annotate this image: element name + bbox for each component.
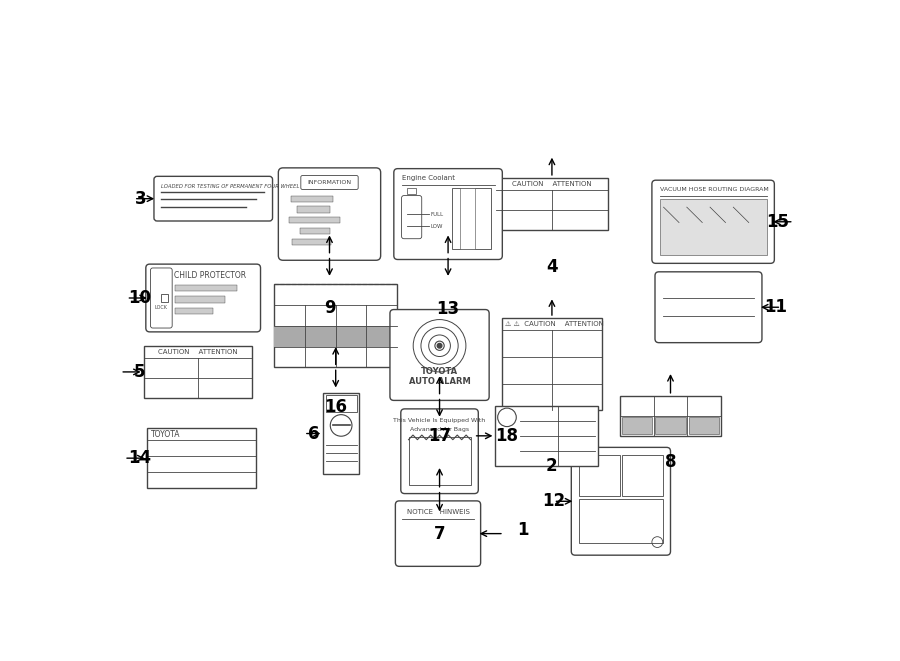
FancyBboxPatch shape [390, 309, 490, 401]
FancyBboxPatch shape [572, 447, 670, 555]
Bar [274, 284, 397, 368]
Text: TOYOTA: TOYOTA [151, 430, 181, 439]
Text: 10: 10 [128, 289, 151, 307]
Text: INFORMATION: INFORMATION [308, 180, 352, 185]
Bar [460, 188, 475, 249]
Bar [323, 393, 359, 474]
Bar [501, 318, 602, 410]
Text: ⚠ ⚠  CAUTION    ATTENTION: ⚠ ⚠ CAUTION ATTENTION [506, 321, 604, 327]
Text: 12: 12 [543, 492, 566, 510]
FancyBboxPatch shape [394, 169, 502, 260]
Bar [300, 228, 329, 234]
Text: VACUUM HOSE ROUTING DIAGRAM: VACUUM HOSE ROUTING DIAGRAM [660, 187, 769, 192]
Text: CHILD PROTECTOR: CHILD PROTECTOR [175, 271, 247, 280]
Bar [579, 455, 620, 496]
FancyBboxPatch shape [154, 176, 273, 221]
Text: LOW: LOW [430, 224, 443, 229]
Bar [143, 346, 252, 398]
Bar [289, 217, 339, 223]
Text: 3: 3 [135, 190, 147, 208]
Text: 14: 14 [128, 449, 151, 467]
Text: 11: 11 [764, 298, 788, 316]
Text: 17: 17 [428, 427, 451, 445]
Text: LOADED FOR TESTING OF PERMANENT FOUR WHEEL: LOADED FOR TESTING OF PERMANENT FOUR WHE… [161, 184, 300, 189]
FancyBboxPatch shape [655, 272, 762, 342]
FancyBboxPatch shape [400, 409, 478, 494]
Text: 15: 15 [766, 213, 789, 231]
Text: 8: 8 [665, 453, 676, 471]
Bar [175, 308, 213, 314]
Bar [291, 196, 333, 202]
FancyBboxPatch shape [301, 176, 358, 190]
Bar [274, 326, 397, 346]
Bar [292, 239, 331, 245]
Text: 13: 13 [436, 300, 460, 318]
Bar [160, 294, 168, 302]
Text: 1: 1 [518, 521, 529, 539]
Text: 9: 9 [324, 299, 336, 317]
Bar [622, 417, 652, 434]
Bar [297, 206, 329, 213]
Bar [452, 188, 491, 249]
Bar [579, 499, 662, 543]
Text: 4: 4 [546, 258, 558, 276]
Text: 6: 6 [308, 424, 320, 442]
Bar [495, 406, 598, 466]
Text: Engine Coolant: Engine Coolant [401, 175, 454, 181]
Text: AUTO ALARM: AUTO ALARM [409, 377, 471, 385]
Text: 5: 5 [134, 363, 146, 381]
Bar [326, 395, 356, 412]
FancyBboxPatch shape [652, 180, 774, 263]
Text: Advanced Air Bags: Advanced Air Bags [410, 427, 469, 432]
Text: CAUTION    ATTENTION: CAUTION ATTENTION [512, 181, 591, 187]
Bar [175, 297, 225, 303]
Text: 7: 7 [434, 525, 446, 543]
Bar [660, 200, 767, 255]
FancyBboxPatch shape [395, 501, 481, 566]
Text: LOCK: LOCK [155, 305, 167, 310]
Text: CAUTION    ATTENTION: CAUTION ATTENTION [158, 349, 238, 355]
Text: NOTICE   HINWEIS: NOTICE HINWEIS [407, 509, 470, 515]
Text: FULL: FULL [430, 212, 444, 217]
Bar [688, 417, 719, 434]
Bar [148, 428, 256, 488]
FancyBboxPatch shape [150, 268, 172, 328]
Circle shape [437, 344, 442, 348]
Bar [409, 438, 471, 485]
FancyBboxPatch shape [278, 168, 381, 260]
Text: 2: 2 [546, 457, 558, 475]
Text: 16: 16 [324, 399, 347, 416]
FancyBboxPatch shape [146, 264, 260, 332]
FancyBboxPatch shape [401, 196, 422, 239]
Bar [622, 455, 662, 496]
Bar [407, 188, 417, 194]
Bar [620, 396, 721, 436]
Text: 18: 18 [495, 427, 518, 445]
Text: TOYOTA: TOYOTA [421, 368, 458, 376]
Bar [175, 285, 237, 291]
Bar [655, 417, 686, 434]
Bar [496, 178, 608, 230]
Text: This Vehicle Is Equipped With: This Vehicle Is Equipped With [393, 418, 486, 423]
